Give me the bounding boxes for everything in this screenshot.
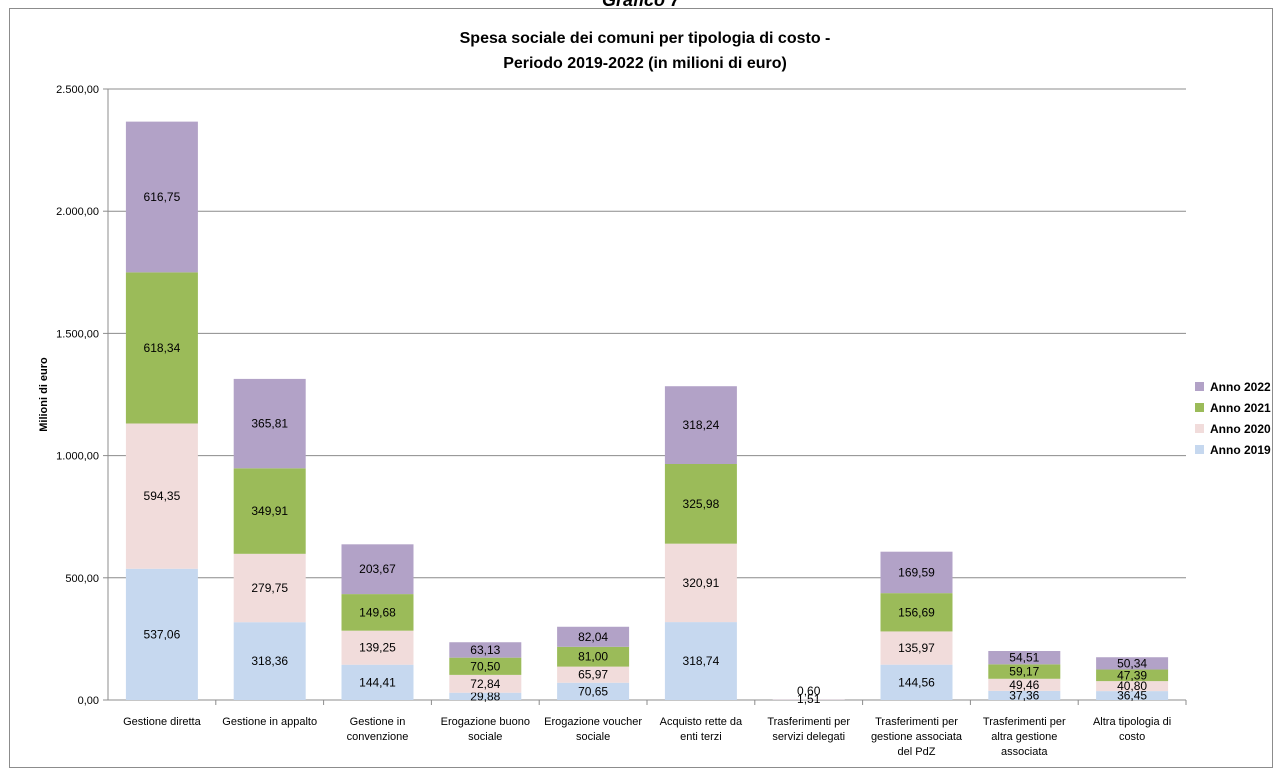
data-label: 70,65 <box>578 684 608 698</box>
data-label: 49,46 <box>1009 678 1039 692</box>
y-tick-label: 1.500,00 <box>56 328 99 340</box>
y-tick-label: 500,00 <box>65 573 99 585</box>
x-category-label: del PdZ <box>898 746 936 758</box>
data-label: 349,91 <box>251 504 288 518</box>
legend-label: Anno 2019 <box>1210 443 1271 457</box>
legend-label: Anno 2021 <box>1210 401 1271 415</box>
data-label: 82,04 <box>578 630 608 644</box>
data-label: 318,36 <box>251 654 288 668</box>
x-category-label: Erogazione voucher <box>544 716 642 728</box>
data-label: 594,35 <box>144 489 181 503</box>
data-label: 325,98 <box>683 497 720 511</box>
data-label: 63,13 <box>470 643 500 657</box>
x-category-label: Trasferimenti per <box>767 716 850 728</box>
x-category-label: enti terzi <box>680 731 722 743</box>
data-label: 320,91 <box>683 576 720 590</box>
chart-title: Spesa sociale dei comuni per tipologia d… <box>460 30 831 47</box>
y-tick-label: 2.000,00 <box>56 206 99 218</box>
x-category-label: sociale <box>468 731 502 743</box>
x-category-label: costo <box>1119 731 1145 743</box>
x-category-label: Gestione in appalto <box>222 716 317 728</box>
data-label: 144,56 <box>898 675 935 689</box>
x-category-label: convenzione <box>347 731 409 743</box>
data-label: 144,41 <box>359 675 396 689</box>
data-label: 59,17 <box>1009 665 1039 679</box>
y-tick-label: 2.500,00 <box>56 84 99 96</box>
data-label: 81,00 <box>578 650 608 664</box>
data-label: 537,06 <box>144 627 181 641</box>
x-category-label: altra gestione <box>991 731 1057 743</box>
x-category-label: sociale <box>576 731 610 743</box>
y-axis-label: Milioni di euro <box>38 357 50 432</box>
x-category-label: Trasferimenti per <box>875 716 958 728</box>
data-label: 618,34 <box>144 341 181 355</box>
data-label: 54,51 <box>1009 651 1039 665</box>
data-label: 149,68 <box>359 605 396 619</box>
data-label: 50,34 <box>1117 656 1147 670</box>
data-label: 616,75 <box>144 190 181 204</box>
x-category-label: Acquisto rette da <box>660 716 743 728</box>
data-label: 169,59 <box>898 565 935 579</box>
legend-swatch <box>1195 424 1204 433</box>
x-category-label: servizi delegati <box>772 731 845 743</box>
x-category-label: Gestione diretta <box>123 716 202 728</box>
x-category-label: Erogazione buono <box>441 716 530 728</box>
chart-title: Periodo 2019-2022 (in milioni di euro) <box>503 55 787 72</box>
data-label: 318,24 <box>683 418 720 432</box>
x-category-label: associata <box>1001 746 1048 758</box>
data-label: 156,69 <box>898 605 935 619</box>
legend-label: Anno 2022 <box>1210 380 1271 394</box>
x-category-label: Gestione in <box>350 716 406 728</box>
y-tick-label: 0,00 <box>78 695 99 707</box>
data-label: 318,74 <box>683 654 720 668</box>
data-label: 203,67 <box>359 562 396 576</box>
x-category-label: gestione associata <box>871 731 963 743</box>
data-label: 279,75 <box>251 581 288 595</box>
legend-swatch <box>1195 445 1204 454</box>
x-category-label: Trasferimenti per <box>983 716 1066 728</box>
data-label: 70,50 <box>470 659 500 673</box>
data-label: 365,81 <box>251 417 288 431</box>
y-tick-label: 1.000,00 <box>56 451 99 463</box>
legend-swatch <box>1195 382 1204 391</box>
legend-label: Anno 2020 <box>1210 422 1271 436</box>
legend-swatch <box>1195 403 1204 412</box>
data-label: 47,39 <box>1117 668 1147 682</box>
data-label: 65,97 <box>578 668 608 682</box>
data-label: 135,97 <box>898 641 935 655</box>
x-category-label: Altra tipologia di <box>1093 716 1171 728</box>
data-label: 139,25 <box>359 641 396 655</box>
data-label: 72,84 <box>470 677 500 691</box>
data-label: 0,60 <box>797 684 821 698</box>
